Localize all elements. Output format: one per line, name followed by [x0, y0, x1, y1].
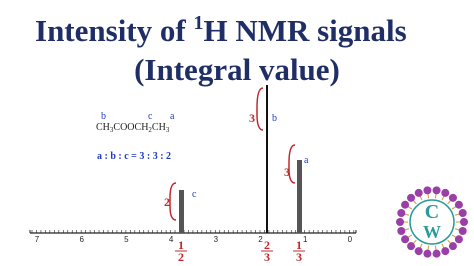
integral-a — [288, 144, 296, 184]
bead — [423, 249, 432, 258]
bead — [441, 188, 450, 197]
bead — [448, 193, 457, 202]
axis-label: 3 — [214, 235, 219, 244]
bead — [458, 227, 467, 236]
bead — [414, 247, 423, 256]
bead — [448, 242, 457, 251]
f: COOCH — [113, 122, 148, 133]
title-sup: 1 — [193, 12, 203, 34]
logo-ring — [409, 199, 455, 245]
bead — [396, 218, 404, 226]
axis-label: 1 — [303, 235, 308, 244]
axis-label: 7 — [35, 235, 40, 244]
f: CH — [96, 122, 110, 133]
title-text: H NMR signals — [203, 13, 406, 48]
bead — [397, 208, 406, 217]
bead — [454, 235, 463, 244]
bead — [432, 186, 441, 195]
title-line2: (Integral value) — [134, 52, 340, 87]
f: 3 — [166, 126, 170, 134]
ratio-top: 1 — [178, 238, 184, 252]
ratio-top: 2 — [264, 238, 270, 252]
ratio-bottom: 3 — [264, 250, 270, 264]
label: b — [101, 111, 106, 122]
bead — [460, 218, 468, 226]
axis-label: 2 — [258, 235, 263, 244]
bead — [401, 200, 410, 209]
f: 3 — [110, 126, 114, 134]
spectrum: 2 3 3 c b a 1 2 2 3 1 3 — [29, 85, 357, 264]
bead — [458, 208, 467, 217]
label: c — [148, 111, 153, 122]
title-line1: Intensity of 1H NMR signals — [35, 12, 407, 48]
peak-b — [266, 85, 268, 233]
integral-b — [256, 87, 264, 131]
axis-ends — [29, 230, 357, 233]
axis-label: 5 — [124, 235, 129, 244]
molecule: CH3COOCH2CH3 b c a — [96, 111, 175, 134]
integral-c — [169, 182, 177, 221]
logo-beads — [396, 186, 468, 258]
axis-label: 6 — [79, 235, 84, 244]
bead — [407, 193, 416, 202]
ratio-bottom: 2 — [178, 250, 184, 264]
bead — [441, 247, 450, 256]
label: a — [170, 111, 175, 122]
axis-label: 4 — [169, 235, 174, 244]
ratio-bottom: 3 — [296, 250, 302, 264]
logo: C W — [395, 185, 469, 259]
integral: 3 — [249, 111, 255, 125]
bead — [407, 242, 416, 251]
peak-c — [179, 190, 184, 233]
logo-letter: C — [425, 201, 439, 223]
axis-label: 0 — [348, 235, 353, 244]
f: 2 — [148, 126, 152, 134]
bead — [414, 188, 423, 197]
f: CH — [152, 122, 166, 133]
bead — [401, 235, 410, 244]
integral: 3 — [284, 165, 290, 179]
bead — [397, 227, 406, 236]
title-text: Intensity of — [35, 13, 193, 48]
logo-letter: W — [423, 222, 441, 242]
ratio: a : b : c = 3 : 3 : 2 — [97, 151, 171, 162]
ratio-top: 1 — [296, 238, 302, 252]
peak-a — [297, 160, 302, 233]
bead — [423, 186, 432, 195]
formula: CH3COOCH2CH3 — [96, 122, 170, 134]
integral: 2 — [164, 195, 170, 209]
peak-letter: a — [304, 155, 309, 166]
bead — [454, 200, 463, 209]
bead — [432, 249, 441, 258]
peak-letter: b — [272, 113, 277, 124]
peak-letter: c — [192, 189, 197, 200]
